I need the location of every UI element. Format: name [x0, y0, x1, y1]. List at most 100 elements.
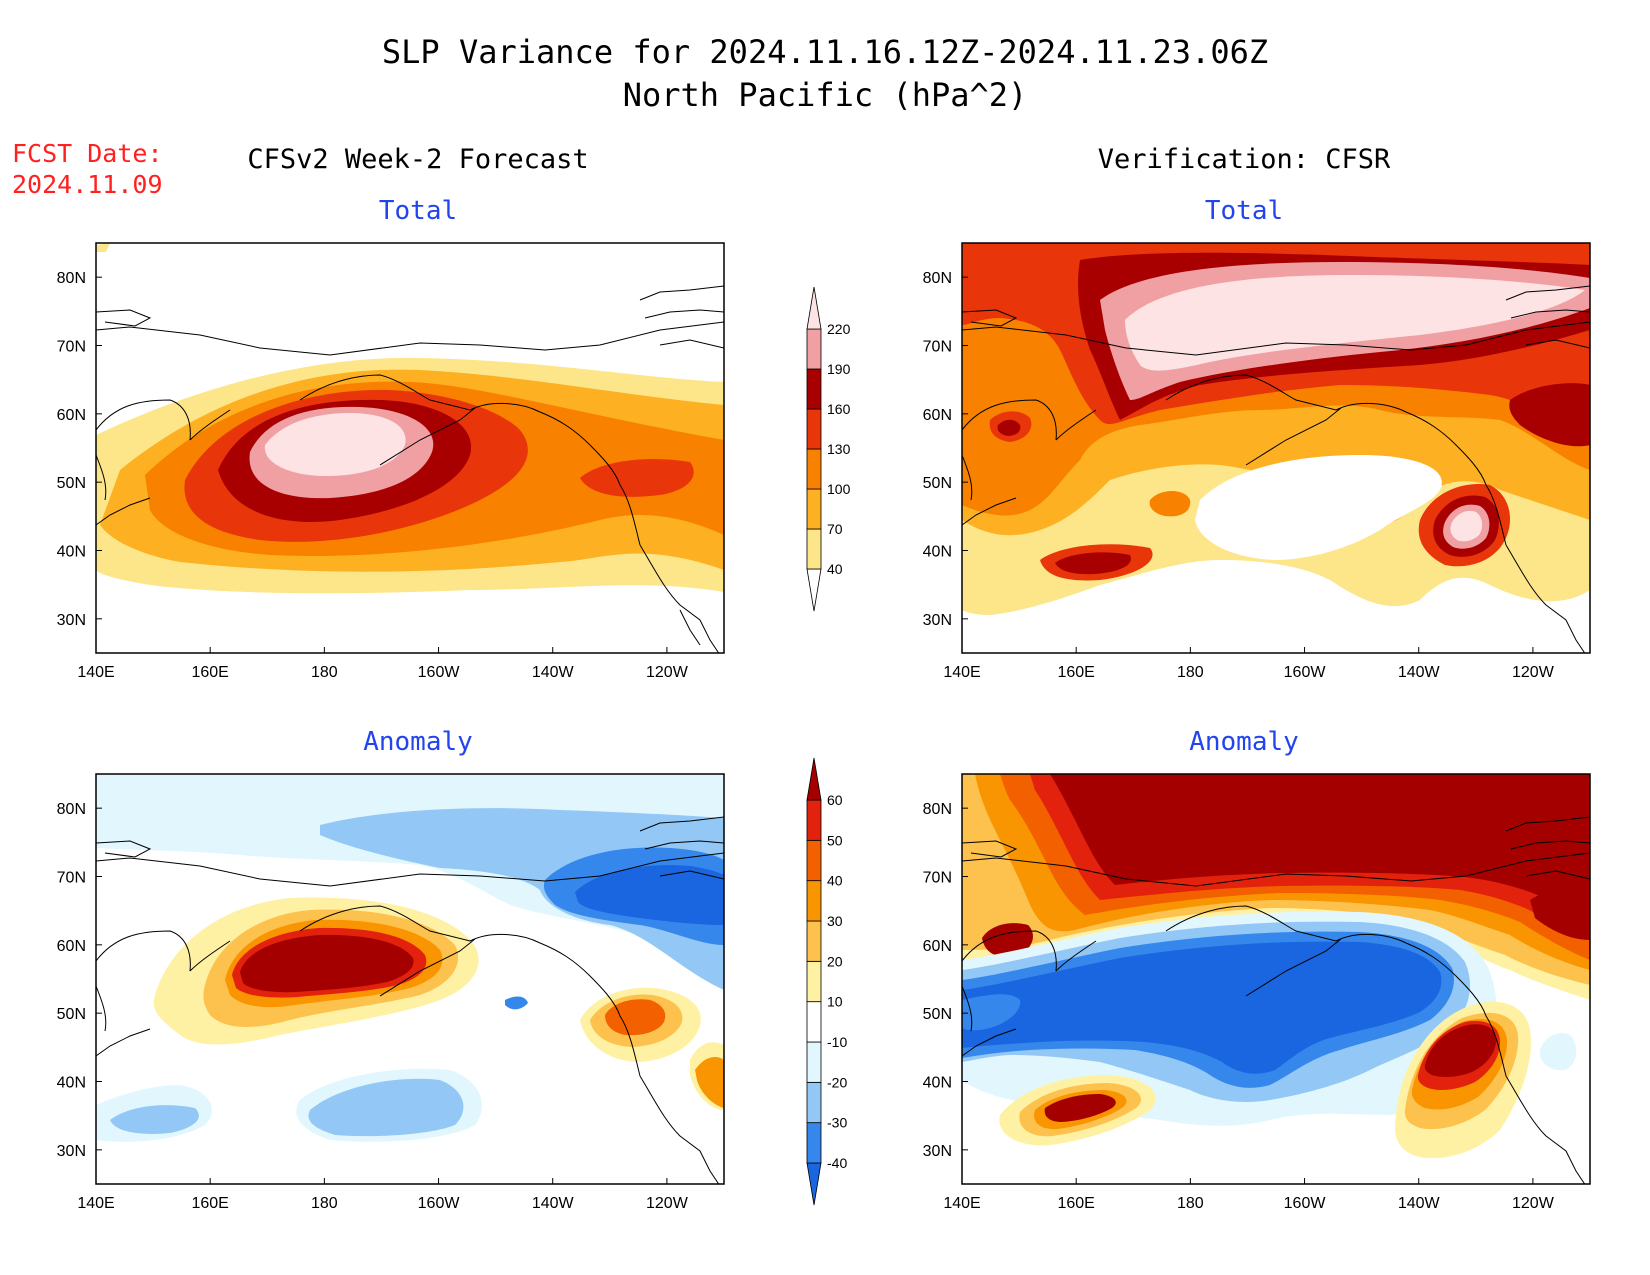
lon-tick-label: 120W — [646, 664, 689, 681]
lon-tick-label: 140E — [943, 1195, 980, 1212]
colorbar-level-label: 70 — [827, 521, 843, 537]
lat-tick-label: 40N — [923, 544, 952, 561]
fcst-date-label: FCST Date: — [12, 139, 163, 168]
colorbar-level-label: 40 — [827, 561, 843, 577]
verification-column-title: Verification: CFSR — [1098, 144, 1391, 175]
lat-tick-label: 70N — [57, 870, 86, 887]
lon-tick-label: 140W — [532, 1195, 575, 1212]
colorbar-level-label: 130 — [827, 441, 851, 457]
lat-tick-label: 80N — [923, 270, 952, 287]
colorbar-swatch — [806, 488, 822, 530]
lon-tick-label: 180 — [1177, 1195, 1204, 1212]
forecast-column-title: CFSv2 Week-2 Forecast — [247, 144, 588, 175]
map-frame — [961, 242, 1591, 654]
panel-label-forecast-anomaly: Anomaly — [363, 727, 473, 757]
lon-tick-label: 160W — [418, 664, 461, 681]
axis-ticks: 140E 160E 180 160W 140W 120W 30N 40N 50N 60N 70N 80… — [57, 801, 689, 1212]
colorbar-level-label: -10 — [827, 1034, 847, 1050]
colorbar-level-label: -40 — [827, 1155, 847, 1171]
figure-subtitle: North Pacific (hPa^2) — [623, 76, 1028, 114]
colorbar-level-label: 220 — [827, 321, 851, 337]
lon-tick-label: 160W — [418, 1195, 461, 1212]
colorbar-swatch — [806, 1162, 822, 1206]
coastlines — [962, 816, 1590, 1184]
colorbar-swatch — [806, 1122, 822, 1164]
axis-ticks: 140E 160E 180 160W 140W 120W 30N 40N 50N 60N 70N 80… — [923, 270, 1555, 681]
lat-tick-label: 70N — [923, 870, 952, 887]
colorbar-level-label: 60 — [827, 792, 843, 808]
colorbar-level-label: 160 — [827, 401, 851, 417]
lon-tick-label: 160E — [191, 664, 228, 681]
colorbar-level-label: 190 — [827, 361, 851, 377]
lat-tick-label: 60N — [923, 938, 952, 955]
lat-tick-label: 40N — [57, 544, 86, 561]
map-panel-verification-total: 140E 160E 180 160W 140W 120W 30N 40N 50N 60N 70N 80… — [923, 242, 1591, 681]
lat-tick-label: 70N — [923, 339, 952, 356]
lon-tick-label: 140E — [77, 664, 114, 681]
lat-tick-label: 50N — [923, 1006, 952, 1023]
lon-tick-label: 160E — [1057, 664, 1094, 681]
lon-tick-label: 160E — [191, 1195, 228, 1212]
lon-tick-label: 180 — [311, 1195, 338, 1212]
lat-tick-label: 40N — [923, 1075, 952, 1092]
panel-label-forecast-total: Total — [379, 196, 457, 226]
lon-tick-label: 140W — [1398, 1195, 1441, 1212]
lon-tick-label: 160E — [1057, 1195, 1094, 1212]
lat-tick-label: 80N — [923, 801, 952, 818]
colorbar-swatch — [806, 839, 822, 882]
map-frame — [95, 773, 725, 1185]
axis-ticks: 140E 160E 180 160W 140W 120W 30N 40N 50N 60N 70N 80… — [923, 801, 1555, 1212]
lat-tick-label: 80N — [57, 270, 86, 287]
colorbar-swatch — [806, 1041, 822, 1083]
colorbar-swatch — [806, 368, 822, 410]
colorbar-level-label: 10 — [827, 994, 843, 1010]
colorbar-swatch — [806, 920, 822, 962]
lon-tick-label: 120W — [1512, 1195, 1555, 1212]
colorbar-level-label: 40 — [827, 873, 843, 889]
contour-fill — [962, 774, 1590, 1159]
colorbar-swatch — [806, 568, 822, 612]
lat-tick-label: 60N — [57, 938, 86, 955]
map-frame — [961, 773, 1591, 1185]
colorbar-level-label: -30 — [827, 1115, 847, 1131]
colorbar-swatch — [806, 528, 822, 570]
lat-tick-label: 50N — [57, 1006, 86, 1023]
colorbar-swatch — [806, 286, 822, 330]
lat-tick-label: 60N — [923, 407, 952, 424]
colorbar-level-label: 20 — [827, 953, 843, 969]
contour-fill — [96, 243, 724, 594]
lon-tick-label: 140W — [532, 664, 575, 681]
colorbar-swatch — [806, 880, 822, 922]
map-panel-verification-anomaly: 140E 160E 180 160W 140W 120W 30N 40N 50N 60N 70N 80… — [923, 773, 1591, 1212]
lat-tick-label: 70N — [57, 339, 86, 356]
colorbar-swatch — [806, 408, 822, 450]
fcst-date-value: 2024.11.09 — [12, 170, 163, 199]
lat-tick-label: 80N — [57, 801, 86, 818]
panel-label-verification-total: Total — [1205, 196, 1283, 226]
colorbar-swatch — [806, 960, 822, 1003]
lat-tick-label: 60N — [57, 407, 86, 424]
contour-fill — [962, 243, 1590, 615]
lon-tick-label: 120W — [1512, 664, 1555, 681]
colorbar-swatch — [806, 1081, 822, 1124]
colorbar-level-label: -20 — [827, 1074, 847, 1090]
map-frame — [95, 242, 725, 654]
lon-tick-label: 160W — [1284, 1195, 1327, 1212]
lon-tick-label: 180 — [1177, 664, 1204, 681]
colorbar-anomaly: -40 -30 -20 -10 10 20 30 40 50 60 — [806, 757, 847, 1206]
lat-tick-label: 30N — [57, 612, 86, 629]
lon-tick-label: 120W — [646, 1195, 689, 1212]
lon-tick-label: 140E — [943, 664, 980, 681]
colorbar-level-label: 100 — [827, 481, 851, 497]
colorbar-level-label: 50 — [827, 832, 843, 848]
lon-tick-label: 160W — [1284, 664, 1327, 681]
lat-tick-label: 30N — [923, 612, 952, 629]
lat-tick-label: 30N — [923, 1143, 952, 1160]
colorbar-total: 40 70 100 130 160 190 220 — [806, 286, 851, 612]
lon-tick-label: 180 — [311, 664, 338, 681]
lon-tick-label: 140W — [1398, 664, 1441, 681]
panel-label-verification-anomaly: Anomaly — [1189, 727, 1299, 757]
lat-tick-label: 30N — [57, 1143, 86, 1160]
colorbar-level-label: 30 — [827, 913, 843, 929]
